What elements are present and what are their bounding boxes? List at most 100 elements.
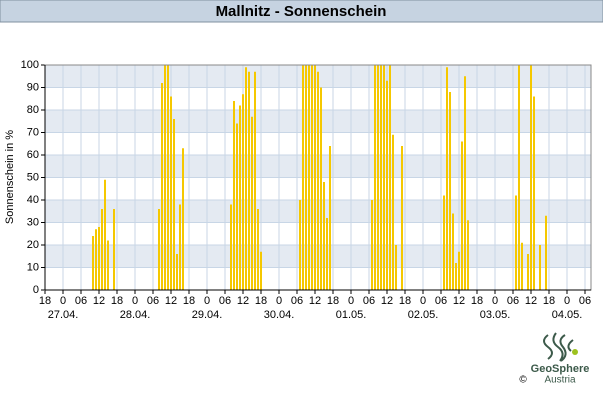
x-date-label: 30.04. (264, 309, 295, 321)
bar (317, 71, 319, 290)
bar (260, 251, 262, 290)
bar (374, 65, 376, 290)
y-tick-label: 50 (27, 171, 39, 183)
x-tick-label: 12 (237, 295, 249, 307)
bar (395, 245, 397, 290)
bar (392, 134, 394, 290)
x-tick-label: 0 (492, 295, 498, 307)
x-tick-label: 12 (453, 295, 465, 307)
bar (530, 65, 532, 290)
x-tick-label: 06 (507, 295, 519, 307)
x-tick-label: 18 (255, 295, 267, 307)
bar (326, 218, 328, 290)
bar (527, 254, 529, 290)
x-tick-label: 06 (219, 295, 231, 307)
x-tick-label: 0 (132, 295, 138, 307)
bar (179, 204, 181, 290)
logo-sub: Austria (544, 375, 576, 386)
bar (305, 65, 307, 290)
bar (176, 254, 178, 290)
bar (254, 71, 256, 290)
bar (113, 209, 115, 290)
header-bar (0, 0, 603, 23)
x-tick-label: 18 (399, 295, 411, 307)
bar (371, 200, 373, 290)
y-tick-label: 0 (33, 284, 39, 296)
x-tick-label: 12 (165, 295, 177, 307)
bar (257, 209, 259, 290)
x-tick-label: 12 (381, 295, 393, 307)
y-tick-label: 30 (27, 216, 39, 228)
x-tick-label: 06 (75, 295, 87, 307)
logo-dot (572, 349, 578, 355)
x-tick-label: 12 (93, 295, 105, 307)
x-tick-label: 18 (327, 295, 339, 307)
x-tick-label: 0 (348, 295, 354, 307)
copyright: © (519, 375, 527, 386)
x-date-label: 28.04. (120, 309, 151, 321)
x-tick-label: 18 (543, 295, 555, 307)
bar (233, 101, 235, 290)
y-tick-label: 60 (27, 149, 39, 161)
y-tick-label: 100 (21, 59, 39, 71)
y-tick-label: 90 (27, 81, 39, 93)
bar (251, 116, 253, 290)
bar (521, 242, 523, 290)
bar (389, 65, 391, 290)
x-tick-label: 12 (309, 295, 321, 307)
bar (461, 141, 463, 290)
bar (161, 83, 163, 290)
bar (245, 67, 247, 290)
bar (164, 65, 166, 290)
bar (401, 146, 403, 290)
x-tick-label: 18 (39, 295, 51, 307)
x-date-label: 27.04. (48, 309, 79, 321)
bar (101, 209, 103, 290)
x-date-label: 03.05. (480, 309, 511, 321)
bar (107, 240, 109, 290)
bar (449, 92, 451, 290)
bar (248, 71, 250, 290)
bar (446, 67, 448, 290)
y-tick-label: 80 (27, 104, 39, 116)
bar (242, 94, 244, 290)
x-tick-label: 06 (291, 295, 303, 307)
bar (311, 65, 313, 290)
bar (302, 65, 304, 290)
logo: GeoSphere Austria © (519, 332, 589, 386)
bar (230, 204, 232, 290)
bar (383, 65, 385, 290)
bar (458, 251, 460, 290)
bar (158, 209, 160, 290)
bar (308, 65, 310, 290)
bar (104, 179, 106, 290)
x-tick-label: 06 (363, 295, 375, 307)
x-date-label: 29.04. (192, 309, 223, 321)
bar (182, 148, 184, 290)
bar (545, 215, 547, 290)
logo-icon (543, 332, 574, 362)
bar (92, 236, 94, 290)
bar (380, 65, 382, 290)
bar (539, 245, 541, 290)
bar (386, 80, 388, 290)
x-date-label: 02.05. (408, 309, 439, 321)
x-tick-label: 0 (420, 295, 426, 307)
bar (98, 227, 100, 290)
bar (377, 65, 379, 290)
x-tick-label: 0 (564, 295, 570, 307)
bar (314, 65, 316, 290)
y-tick-label: 40 (27, 194, 39, 206)
x-tick-label: 0 (60, 295, 66, 307)
x-tick-label: 06 (579, 295, 591, 307)
x-tick-label: 06 (435, 295, 447, 307)
x-tick-label: 18 (471, 295, 483, 307)
bar (239, 105, 241, 290)
x-tick-label: 06 (147, 295, 159, 307)
y-tick-label: 10 (27, 261, 39, 273)
bar (464, 76, 466, 290)
chart-title: Mallnitz - Sonnenschein (216, 3, 387, 20)
bar (173, 119, 175, 290)
y-axis-label: Sonnenschein in % (4, 130, 16, 224)
